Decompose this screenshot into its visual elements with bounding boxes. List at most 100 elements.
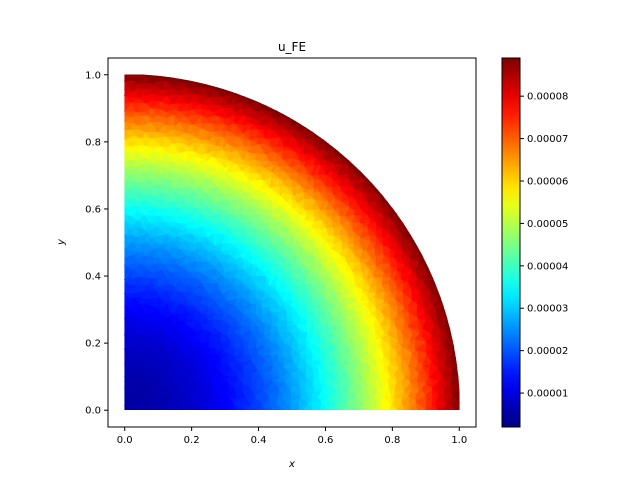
mesh-element [402, 213, 413, 223]
mesh-element [383, 170, 389, 180]
mesh-element [275, 94, 288, 105]
mesh-element [358, 164, 370, 173]
mesh-element [423, 241, 435, 252]
colorbar-tick-label: 0.00007 [527, 134, 568, 145]
mesh-element [236, 87, 245, 98]
mesh-element [285, 93, 292, 105]
mesh-element [368, 158, 376, 166]
colorbar-tick-label: 0.00003 [527, 304, 568, 315]
mesh-element [409, 226, 418, 237]
mesh-element [324, 124, 333, 131]
mesh-element [227, 74, 239, 84]
mesh-element [282, 108, 294, 118]
mesh-element [345, 142, 357, 153]
mesh-element [250, 87, 258, 98]
mesh-element [124, 74, 135, 82]
mesh-element [297, 116, 308, 123]
mesh-element [439, 274, 448, 288]
chart-title: u_FE [278, 40, 306, 54]
mesh-element [411, 214, 418, 223]
mesh-element [383, 185, 389, 195]
colorbar-ticks: 0.00001 0.00002 0.00003 0.00004 0.00005 0.000… [520, 92, 568, 400]
mesh-element [446, 313, 455, 322]
mesh-element [404, 206, 413, 217]
mesh-element [345, 141, 358, 153]
mesh-element [435, 254, 445, 266]
mesh-element [376, 179, 385, 187]
x-tick-label: 0.4 [251, 435, 267, 446]
mesh-element [421, 247, 435, 255]
mesh-element [293, 102, 300, 111]
colorbar-tick-label: 0.00004 [527, 261, 568, 272]
mesh-element [321, 128, 327, 141]
colorbar-gradient [502, 58, 520, 427]
mesh-element [236, 82, 247, 90]
mesh-element [256, 87, 264, 94]
colorbar-tick-label: 0.00005 [527, 219, 568, 230]
mesh-element [366, 164, 378, 173]
mesh-element [359, 159, 371, 168]
mesh-element [261, 88, 273, 94]
mesh-element [438, 264, 445, 274]
mesh-element [426, 241, 434, 253]
mesh-element [444, 274, 455, 287]
mesh-element [361, 153, 371, 162]
mesh-element [369, 156, 376, 167]
mesh-element [319, 134, 326, 145]
mesh-element [435, 256, 445, 266]
x-tick-label: 0.0 [117, 435, 133, 446]
mesh-element [227, 82, 239, 90]
mesh-element [314, 114, 321, 126]
mesh-element [438, 271, 449, 281]
mesh-element [382, 184, 389, 196]
colorbar: 0.00001 0.00002 0.00003 0.00004 0.00005 0.000… [501, 57, 568, 428]
mesh-element [347, 157, 357, 165]
mesh-element [233, 82, 243, 89]
x-axis-label: x [288, 459, 295, 470]
mesh-element [444, 283, 455, 294]
mesh-element [426, 233, 435, 245]
mesh-element [317, 114, 327, 126]
mesh-element [376, 170, 386, 181]
mesh-element [394, 190, 406, 201]
mesh-element [360, 151, 371, 161]
y-tick-label: 0.0 [85, 406, 101, 417]
mesh-element [345, 151, 358, 161]
mesh-element [376, 184, 385, 194]
mesh-element [297, 117, 307, 124]
mesh-element [324, 134, 335, 145]
mesh-element [444, 283, 455, 294]
mesh-element [304, 108, 317, 120]
mesh-element [258, 92, 266, 102]
colorbar-tick-label: 0.00008 [527, 92, 568, 103]
mesh-element [403, 202, 412, 209]
mesh-element [453, 305, 460, 315]
mesh-element [387, 184, 398, 195]
mesh-element [356, 157, 365, 168]
mesh-element [450, 290, 460, 299]
mesh-element [283, 108, 295, 119]
mesh-element [452, 345, 460, 354]
mesh-element [407, 214, 418, 224]
colorbar-tick-label: 0.00001 [527, 389, 568, 400]
mesh-element [261, 93, 272, 103]
mesh-element [402, 207, 413, 216]
y-axis-label: y [56, 238, 67, 246]
mesh-element [394, 199, 406, 211]
mesh-element [394, 190, 406, 202]
mesh-element [317, 115, 327, 125]
mesh-element [312, 123, 320, 133]
mesh-element [195, 74, 204, 81]
mesh-element [236, 74, 245, 84]
mesh-element [352, 156, 360, 169]
mesh-element [396, 207, 406, 215]
mesh-element [333, 135, 342, 146]
mesh-element [443, 290, 452, 299]
mesh-element [408, 225, 419, 236]
mesh-element [224, 74, 231, 84]
mesh-element [355, 150, 363, 159]
mesh-element [317, 123, 327, 131]
mesh-element [271, 87, 278, 99]
mesh-element [347, 134, 358, 147]
